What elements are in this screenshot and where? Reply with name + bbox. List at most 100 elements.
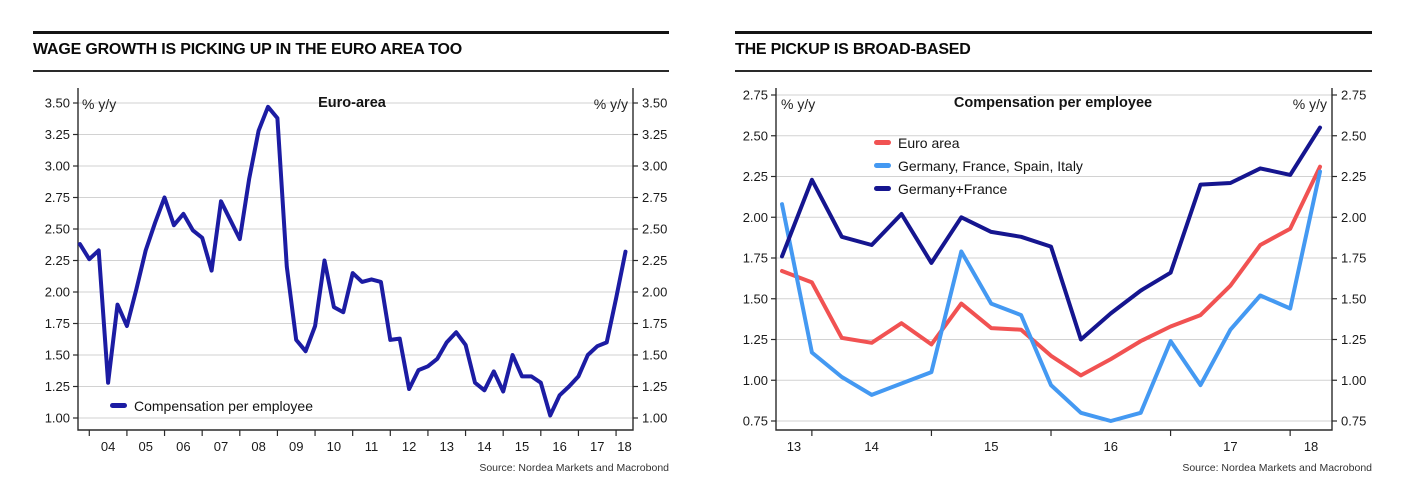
x-tick-label: 04	[101, 439, 115, 454]
y-tick-label-left: 1.50	[743, 291, 768, 306]
x-tick-label: 13	[787, 439, 801, 454]
y-tick-label-right: 1.50	[1341, 291, 1366, 306]
x-tick-label: 12	[402, 439, 416, 454]
y-tick-label-right: 0.75	[1341, 414, 1366, 429]
series-line	[780, 164, 1322, 378]
tick-marks	[73, 102, 638, 436]
x-tick-label: 10	[327, 439, 341, 454]
right-chart-unit-left: % y/y	[781, 96, 816, 112]
y-tick-label-right: 2.75	[1341, 88, 1366, 103]
x-tick-label: 18	[1304, 439, 1318, 454]
y-tick-label-left: 2.25	[743, 169, 768, 184]
y-tick-label-right: 1.75	[642, 316, 667, 331]
y-tick-label-left: 1.50	[45, 348, 70, 363]
left-chart-source: Source: Nordea Markets and Macrobond	[479, 462, 669, 474]
left-title-rule-bottom	[33, 70, 669, 72]
x-tick-label: 13	[440, 439, 454, 454]
axis-frame	[775, 88, 1333, 431]
y-tick-label-left: 1.00	[743, 373, 768, 388]
y-tick-label-left: 1.75	[45, 316, 70, 331]
y-tick-label-left: 0.75	[743, 414, 768, 429]
legend-item-label: Euro area	[898, 134, 960, 151]
left-title-rule-top	[33, 31, 669, 34]
y-tick-label-left: 2.50	[45, 222, 70, 237]
axis-labels: 2.75 2.75 2.50 2.50 2.25 2.25 2.00 2.00 1.75 1.75…	[743, 88, 1367, 455]
right-chart-inner-title: Compensation per employee	[953, 95, 1153, 111]
series-line	[780, 125, 1322, 342]
y-tick-label-left: 3.25	[45, 127, 70, 142]
right-chart-source: Source: Nordea Markets and Macrobond	[1182, 462, 1372, 474]
y-tick-label-right: 3.00	[642, 159, 667, 174]
gridlines	[776, 94, 1332, 422]
y-tick-label-left: 2.00	[743, 210, 768, 225]
y-tick-label-right: 1.25	[1341, 332, 1366, 347]
series-line	[77, 104, 628, 418]
series-line	[780, 169, 1322, 423]
x-tick-label: 08	[251, 439, 265, 454]
y-tick-label-right: 1.75	[1341, 251, 1366, 266]
legend-item: Compensation per employee	[110, 396, 313, 415]
y-tick-label-right: 1.50	[642, 348, 667, 363]
axis-frame	[77, 88, 634, 431]
x-tick-label: 16	[552, 439, 566, 454]
y-tick-label-left: 1.00	[45, 411, 70, 426]
legend-item: Germany, France, Spain, Italy	[874, 156, 1083, 175]
legend-item: Germany+France	[874, 179, 1083, 198]
axis-labels: 3.50 3.50 3.25 3.25 3.00 3.00 2.75 2.75 2.50 2.50…	[45, 96, 668, 455]
y-tick-label-right: 2.50	[642, 222, 667, 237]
y-tick-label-left: 2.50	[743, 128, 768, 143]
y-tick-label-left: 1.25	[743, 332, 768, 347]
y-tick-label-right: 2.00	[1341, 210, 1366, 225]
x-tick-label: 18	[617, 439, 631, 454]
x-tick-label: 14	[864, 439, 878, 454]
y-tick-label-right: 2.25	[642, 253, 667, 268]
y-tick-label-right: 2.75	[642, 190, 667, 205]
series-lines	[77, 104, 628, 418]
y-tick-label-left: 3.50	[45, 96, 70, 111]
x-tick-label: 17	[590, 439, 604, 454]
left-chart-legend: Compensation per employee	[110, 396, 313, 419]
y-tick-label-left: 1.25	[45, 379, 70, 394]
line-swatch-icon	[874, 186, 891, 191]
left-chart-unit-right: % y/y	[593, 96, 628, 112]
line-swatch-icon	[874, 140, 891, 145]
right-title-rule-bottom	[735, 70, 1372, 72]
right-panel-title: THE PICKUP IS BROAD-BASED	[735, 41, 971, 58]
gridlines	[78, 102, 633, 419]
y-tick-label-right: 1.00	[1341, 373, 1366, 388]
x-tick-label: 17	[1223, 439, 1237, 454]
legend-item-label: Compensation per employee	[134, 397, 313, 414]
y-tick-label-left: 2.75	[45, 190, 70, 205]
right-chart-legend: Euro area Germany, France, Spain, Italy …	[874, 133, 1083, 202]
left-chart-unit-left: % y/y	[82, 96, 117, 112]
y-tick-label-left: 1.75	[743, 251, 768, 266]
y-tick-label-left: 2.75	[743, 88, 768, 103]
x-tick-label: 06	[176, 439, 190, 454]
chart-panel-0: 3.50 3.50 3.25 3.25 3.00 3.00 2.75 2.75 2.50 2.50…	[45, 88, 668, 455]
y-tick-label-right: 2.00	[642, 285, 667, 300]
y-tick-label-right: 2.50	[1341, 128, 1366, 143]
x-tick-label: 09	[289, 439, 303, 454]
y-tick-label-left: 2.00	[45, 285, 70, 300]
left-panel-title: WAGE GROWTH IS PICKING UP IN THE EURO AR…	[33, 41, 463, 58]
right-chart-unit-right: % y/y	[1292, 96, 1327, 112]
left-chart-inner-title: Euro-area	[318, 95, 386, 111]
chart-panel-1: 2.75 2.75 2.50 2.50 2.25 2.25 2.00 2.00 1.75 1.75…	[743, 88, 1367, 455]
tick-marks	[771, 94, 1337, 436]
y-tick-label-right: 3.25	[642, 127, 667, 142]
y-tick-label-right: 3.50	[642, 96, 667, 111]
x-tick-label: 16	[1104, 439, 1118, 454]
x-tick-label: 14	[477, 439, 491, 454]
right-title-rule-top	[735, 31, 1372, 34]
legend-item-label: Germany+France	[898, 180, 1008, 197]
series-lines	[780, 125, 1322, 423]
y-tick-label-right: 1.00	[642, 411, 667, 426]
x-tick-label: 15	[984, 439, 998, 454]
x-tick-label: 11	[365, 439, 379, 454]
x-tick-label: 07	[214, 439, 228, 454]
x-tick-label: 15	[515, 439, 529, 454]
legend-item: Euro area	[874, 133, 1083, 152]
y-tick-label-left: 2.25	[45, 253, 70, 268]
